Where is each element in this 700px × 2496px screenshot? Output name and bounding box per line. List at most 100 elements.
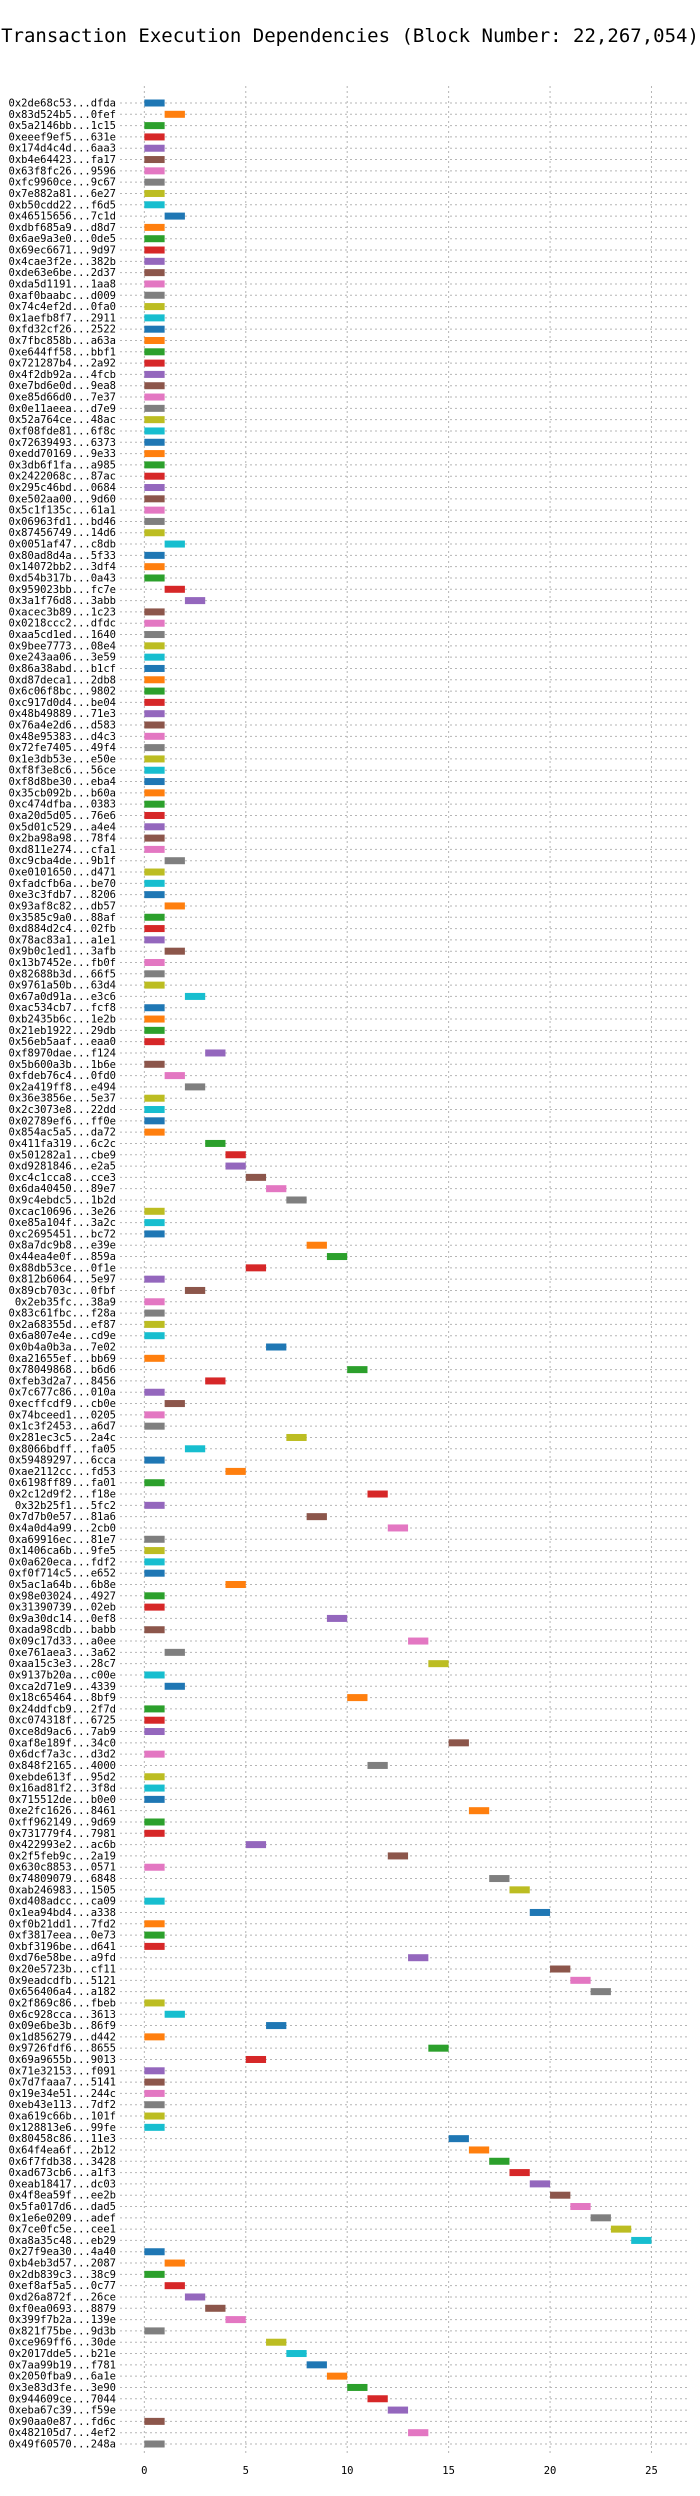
transaction-label: 0x35cb092b...b60a [9,787,116,799]
execution-bar [144,2033,165,2041]
transaction-label: 0xce8d9ac6...7ab9 [9,1726,116,1738]
transaction-label: 0x8a7dc9b8...e39e [9,1240,116,1252]
transaction-label: 0x7ce0fc5e...cee1 [9,2224,116,2236]
execution-bar [144,1784,165,1792]
transaction-label: 0xc474dfba...0383 [9,799,116,811]
execution-bar [144,879,165,887]
transaction-label: 0x6c06f8bc...9802 [9,686,116,698]
execution-bar [144,1422,165,1430]
transaction-label: 0x48e95383...d4c3 [9,731,116,743]
transaction-label: 0x4cae3f2e...382b [9,256,116,268]
execution-bar [144,122,165,130]
execution-bar [164,1682,185,1690]
execution-bar [144,1026,165,1034]
execution-bar [144,563,165,571]
transaction-label: 0xa21655ef...bb69 [9,1353,116,1365]
transaction-label: 0xb4e64423...fa17 [9,154,116,166]
transaction-label: 0xeab18417...dc03 [9,2178,116,2190]
transaction-label: 0x7d7faaa7...5141 [9,2077,116,2089]
transaction-label: 0xe0101650...d471 [9,867,116,879]
transaction-label: 0xaf8e189f...34c0 [9,1737,116,1749]
transaction-label: 0xaf0baabc...d009 [9,290,116,302]
transaction-label: 0x7aa99b19...f781 [9,2359,116,2371]
execution-bar [387,1852,409,1860]
execution-bar [144,461,165,469]
transaction-label: 0x5fa017d6...dad5 [9,2201,116,2213]
execution-bar [144,291,165,299]
transaction-label: 0x89cb703c...0fbf [9,1285,116,1297]
chart-title: Transaction Execution Dependencies (Bloc… [1,25,699,47]
transaction-label: 0x2050fba9...6a1e [9,2371,116,2383]
execution-bar [428,1660,449,1668]
execution-bar [144,2089,165,2097]
transaction-label: 0x9bee7773...08e4 [9,640,116,652]
execution-bar [144,1479,165,1487]
execution-bar [144,1795,165,1803]
transaction-label: 0xaa5cd1ed...1640 [9,629,116,641]
transaction-label: 0x1c3f2453...a6d7 [9,1421,116,1433]
execution-bar [144,246,165,254]
transaction-label: 0x128813e6...99fe [9,2122,116,2134]
transaction-label: 0x1e3db53e...e50e [9,753,116,765]
transaction-label: 0x74bceed1...0205 [9,1409,116,1421]
transaction-label: 0xf0ea0693...8879 [9,2303,116,2315]
transaction-label: 0x959023bb...fc7e [9,584,116,596]
transaction-label: 0x656406a4...a182 [9,1986,116,1998]
execution-bar [144,1320,165,1328]
execution-bar [144,1094,165,1102]
transaction-label: 0xe243aa06...3e59 [9,652,116,664]
execution-bar [164,585,185,593]
grid-lines [120,86,688,2456]
transaction-label: 0xe7bd6e0d...9ea8 [9,380,116,392]
execution-bar [144,1219,165,1227]
execution-bar [144,834,165,842]
transaction-label: 0x2422068c...87ac [9,471,116,483]
transaction-label: 0xc074318f...6725 [9,1715,116,1727]
execution-bar [144,687,165,695]
transaction-label: 0x09e6be3b...86f9 [9,2020,116,2032]
transaction-label: 0x27f9ea30...4a40 [9,2246,116,2258]
execution-bar [144,755,165,763]
execution-bar [144,2067,165,2075]
transaction-label: 0x2de68c53...dfda [9,98,116,110]
transaction-label: 0xfdeb76c4...0fd0 [9,1070,116,1082]
execution-bar [144,1716,165,1724]
transaction-label: 0xf8f3e8c6...56ce [9,765,116,777]
execution-bar [245,1841,267,1849]
execution-bar [144,1015,165,1023]
x-axis-ticks: 0 5 10 15 20 25 [141,2465,658,2477]
execution-bar [205,1139,226,1147]
transaction-label: 0x2f869c86...fbeb [9,1997,116,2009]
execution-bar [144,1603,165,1611]
transaction-label: 0xdbf685a9...d8d7 [9,222,116,234]
transaction-label: 0xff962149...9d69 [9,1816,116,1828]
transaction-label: 0xa20d5d05...76e6 [9,810,116,822]
execution-bar [144,427,165,435]
transaction-label: 0x2017dde5...b21e [9,2348,116,2360]
execution-bar [144,845,165,853]
transaction-label: 0x06963fd1...bd46 [9,516,116,528]
execution-bar [144,1354,165,1362]
execution-bar [408,1637,429,1645]
transaction-label: 0xde63e6be...2d37 [9,267,116,279]
transaction-label: 0x721287b4...2a92 [9,358,116,370]
execution-bar [144,1931,165,1939]
execution-bar [144,404,165,412]
transaction-label: 0x76a4e2d6...d583 [9,720,116,732]
execution-bar [144,235,165,243]
execution-bar [509,1886,530,1894]
execution-bar [144,642,165,650]
transaction-label: 0xa8a35c48...eb29 [9,2235,116,2247]
execution-bar [144,676,165,684]
transaction-label: 0x8066bdff...fa05 [9,1443,116,1455]
execution-bar [205,1049,226,1057]
transaction-label: 0x9726fdf6...8655 [9,2043,116,2055]
transaction-label: 0x0b4a0b3a...7e02 [9,1342,116,1354]
execution-bar [144,325,165,333]
execution-bar [164,110,185,118]
transaction-label: 0x86a38abd...b1cf [9,663,116,675]
execution-bar [448,2135,469,2143]
transaction-label: 0x78049868...b6d6 [9,1364,116,1376]
execution-bar [144,823,165,831]
